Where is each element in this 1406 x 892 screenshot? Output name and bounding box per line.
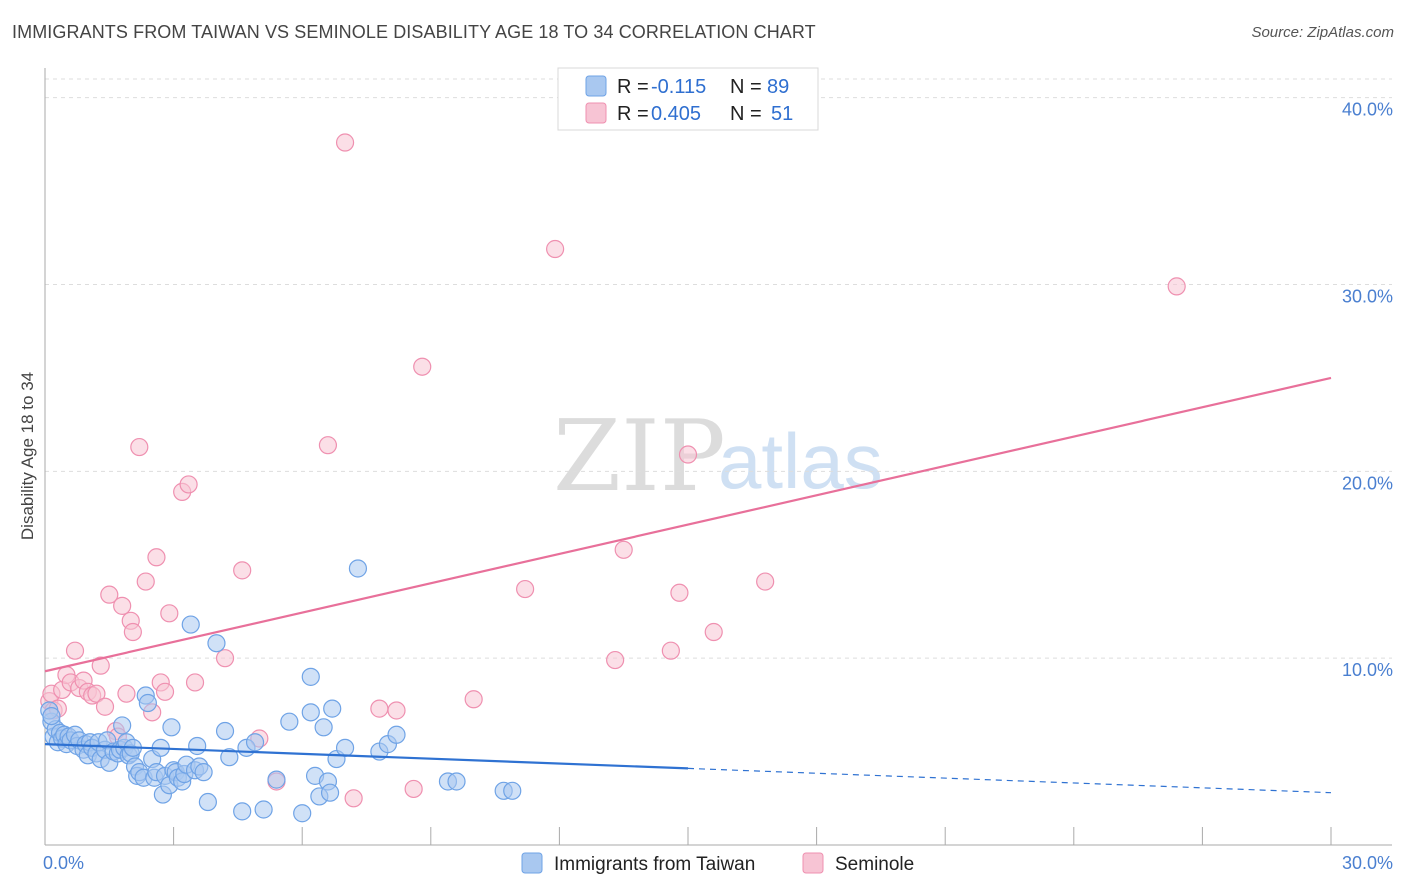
seminole-point	[233, 561, 252, 580]
seminole-point	[404, 779, 423, 799]
seminole-point	[160, 604, 179, 623]
seminole-point	[678, 445, 698, 464]
taiwan-point	[280, 712, 299, 731]
legend-swatch-taiwan	[585, 75, 607, 97]
seminole-point	[95, 697, 115, 716]
taiwan-point	[335, 738, 355, 757]
taiwan-point	[233, 802, 252, 821]
taiwan-point	[301, 667, 320, 686]
seminole-point	[65, 641, 85, 660]
taiwan-point	[198, 792, 217, 812]
taiwan-point	[42, 706, 61, 726]
seminole-point	[1167, 277, 1186, 296]
taiwan-point	[245, 733, 265, 752]
seminole-point	[100, 585, 119, 604]
taiwan-point	[113, 716, 132, 735]
seminole-trend-line	[44, 376, 1332, 673]
seminole-point	[614, 540, 633, 559]
taiwan-point	[254, 800, 273, 819]
seminole-points	[40, 133, 1186, 808]
taiwan-point	[220, 748, 239, 767]
seminole-point	[516, 579, 535, 599]
seminole-point	[123, 622, 142, 642]
bottom-legend-label-taiwan: Immigrants from Taiwan	[554, 854, 755, 875]
seminole-point	[318, 436, 338, 455]
trend-lines	[44, 376, 1332, 794]
seminole-point	[546, 239, 565, 259]
legend-n-value-seminole: 51	[771, 103, 793, 125]
watermark-atlas: atlas	[718, 417, 883, 505]
bottom-legend-label-seminole: Seminole	[835, 854, 914, 875]
taiwan-points	[40, 559, 522, 823]
legend-r-value-taiwan: -0.115	[651, 76, 706, 98]
legend-n-label-taiwan: N =	[730, 76, 762, 98]
taiwan-point	[348, 559, 368, 578]
taiwan-point	[293, 804, 312, 823]
taiwan-point	[323, 699, 342, 718]
seminole-point	[344, 789, 363, 808]
seminole-point	[464, 690, 483, 709]
seminole-point	[335, 133, 355, 152]
seminole-point	[661, 641, 680, 660]
taiwan-point	[162, 718, 181, 737]
top-legend: R = -0.115 N = 89 R = 0.405 N = 51	[557, 67, 819, 131]
bottom-legend-swatch-taiwan	[521, 852, 543, 874]
taiwan-point	[320, 783, 340, 802]
legend-n-label-seminole: N =	[730, 103, 762, 125]
seminole-point	[113, 596, 132, 615]
y-tick-labels: 10.0% 20.0% 30.0% 40.0%	[1342, 100, 1393, 680]
watermark-zip: ZIP	[553, 400, 726, 514]
taiwan-point	[215, 721, 235, 741]
seminole-point	[387, 701, 406, 720]
taiwan-trend-line	[44, 743, 689, 770]
legend-r-value-seminole: 0.405	[651, 103, 701, 125]
y-tick-label: 30.0%	[1342, 287, 1393, 307]
taiwan-point	[188, 736, 207, 756]
x-tick-label: 0.0%	[43, 853, 84, 873]
x-tick-labels: 0.0% 30.0%	[43, 853, 1393, 873]
source-label: Source: ZipAtlas.com	[1251, 24, 1394, 41]
taiwan-point	[194, 763, 213, 782]
taiwan-point	[207, 634, 226, 653]
seminole-point	[136, 572, 155, 591]
seminole-point	[413, 357, 432, 376]
taiwan-point	[387, 725, 406, 744]
taiwan-point	[181, 615, 200, 634]
y-tick-label: 40.0%	[1342, 100, 1393, 120]
seminole-point	[185, 673, 205, 692]
seminole-point	[130, 437, 149, 457]
taiwan-point	[138, 693, 157, 713]
legend-r-label-seminole: R =	[617, 103, 649, 125]
seminole-point	[670, 583, 689, 602]
taiwan-point	[301, 703, 320, 722]
seminole-point	[147, 548, 166, 567]
taiwan-point	[314, 718, 333, 737]
seminole-point	[155, 682, 175, 701]
legend-r-label-taiwan: R =	[617, 76, 649, 98]
seminole-point	[704, 622, 723, 642]
seminole-point	[179, 475, 198, 494]
chart-title: IMMIGRANTS FROM TAIWAN VS SEMINOLE DISAB…	[12, 22, 816, 42]
x-tick-label: 30.0%	[1342, 853, 1393, 873]
taiwan-point	[503, 781, 522, 800]
bottom-legend: Immigrants from Taiwan Seminole	[521, 852, 914, 875]
seminole-point	[91, 656, 110, 675]
taiwan-trend-extension	[687, 767, 1332, 794]
taiwan-point	[447, 772, 466, 791]
bottom-legend-swatch-seminole	[802, 852, 824, 874]
seminole-point	[756, 572, 775, 591]
legend-n-value-taiwan: 89	[767, 76, 789, 98]
seminole-point	[606, 650, 625, 670]
y-axis-label: Disability Age 18 to 34	[18, 372, 37, 540]
y-tick-label: 20.0%	[1342, 473, 1393, 493]
y-tick-label: 10.0%	[1342, 660, 1393, 680]
legend-swatch-seminole	[585, 102, 607, 124]
seminole-point	[215, 649, 235, 668]
seminole-point	[117, 684, 136, 703]
seminole-point	[87, 684, 106, 703]
seminole-point	[370, 699, 389, 718]
taiwan-point	[267, 770, 286, 789]
